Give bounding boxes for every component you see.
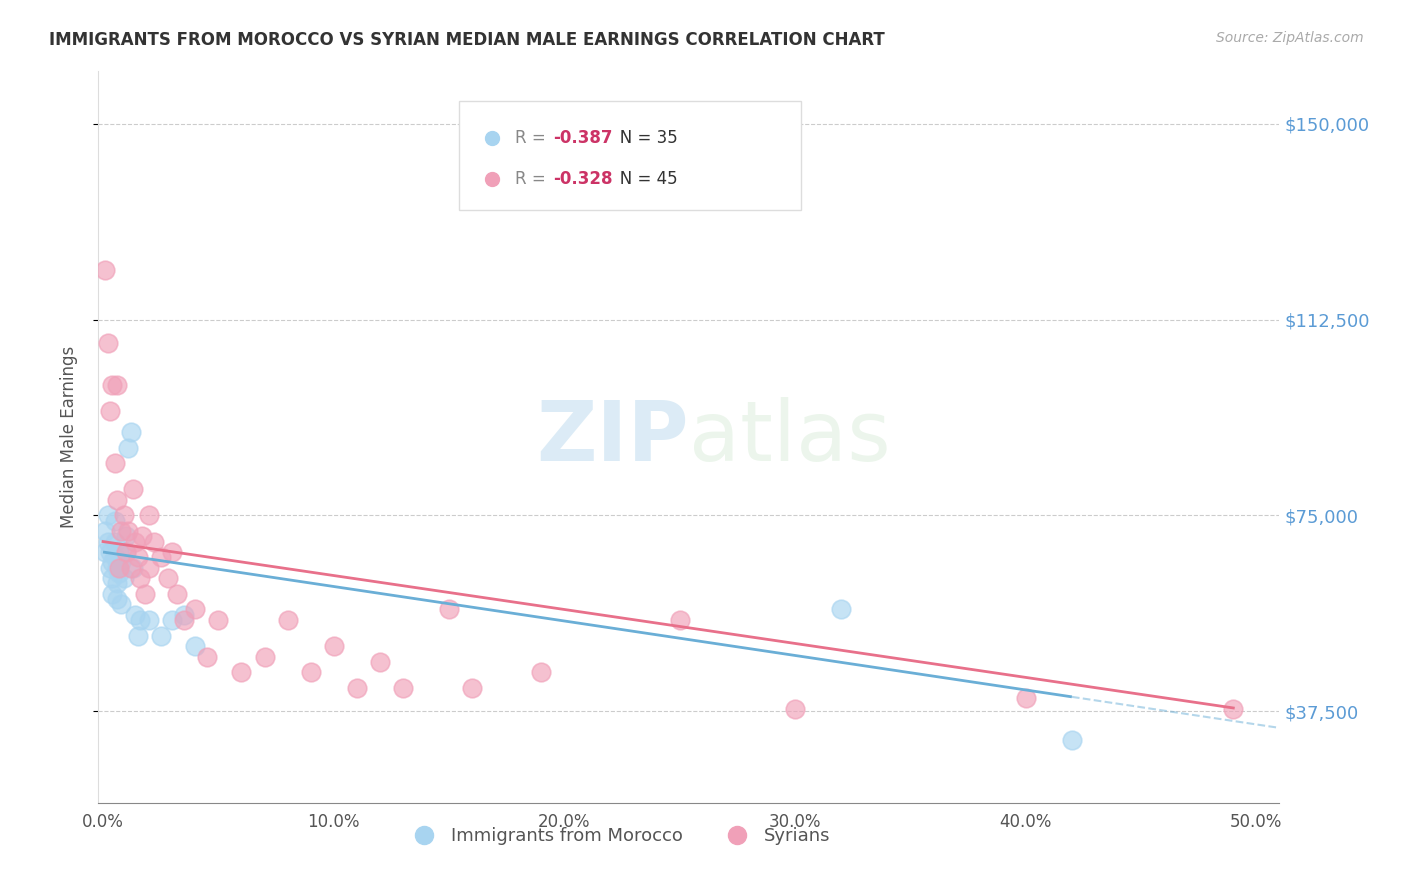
Text: N = 45: N = 45 bbox=[605, 170, 678, 188]
Point bbox=[134, 587, 156, 601]
Point bbox=[105, 377, 128, 392]
Point bbox=[105, 592, 128, 607]
Point bbox=[277, 613, 299, 627]
Point bbox=[173, 607, 195, 622]
Point bbox=[184, 639, 207, 653]
Point bbox=[1015, 691, 1038, 706]
Point bbox=[127, 550, 149, 565]
Point bbox=[120, 560, 142, 574]
Point bbox=[101, 571, 124, 585]
Y-axis label: Median Male Earnings: Median Male Earnings bbox=[59, 346, 77, 528]
Point bbox=[149, 550, 172, 565]
Point bbox=[98, 545, 121, 559]
Text: IMMIGRANTS FROM MOROCCO VS SYRIAN MEDIAN MALE EARNINGS CORRELATION CHART: IMMIGRANTS FROM MOROCCO VS SYRIAN MEDIAN… bbox=[49, 31, 884, 49]
Point bbox=[94, 524, 117, 538]
Point bbox=[101, 587, 124, 601]
Point bbox=[105, 576, 128, 591]
Point bbox=[103, 514, 125, 528]
Point bbox=[530, 665, 553, 680]
Point bbox=[120, 425, 142, 439]
Point bbox=[1222, 702, 1244, 716]
Text: N = 35: N = 35 bbox=[605, 129, 678, 147]
Point bbox=[103, 534, 125, 549]
Point bbox=[115, 529, 138, 543]
Point bbox=[94, 545, 117, 559]
Point bbox=[253, 649, 276, 664]
Point bbox=[98, 560, 121, 574]
Point bbox=[392, 681, 415, 695]
Point bbox=[122, 483, 145, 497]
Point bbox=[231, 665, 253, 680]
Legend: Immigrants from Morocco, Syrians: Immigrants from Morocco, Syrians bbox=[398, 820, 838, 852]
Text: -0.387: -0.387 bbox=[553, 129, 613, 147]
Text: Source: ZipAtlas.com: Source: ZipAtlas.com bbox=[1216, 31, 1364, 45]
Point bbox=[101, 377, 124, 392]
Point bbox=[97, 534, 120, 549]
Point bbox=[122, 560, 145, 574]
Point bbox=[195, 649, 218, 664]
Point bbox=[110, 556, 132, 570]
Point bbox=[112, 508, 135, 523]
Point bbox=[115, 545, 138, 559]
Point bbox=[668, 613, 690, 627]
Point bbox=[166, 587, 188, 601]
Point bbox=[98, 404, 121, 418]
Point bbox=[94, 263, 117, 277]
Point bbox=[110, 524, 132, 538]
Point bbox=[184, 602, 207, 616]
Point bbox=[142, 534, 165, 549]
Text: R =: R = bbox=[516, 129, 551, 147]
Text: R =: R = bbox=[516, 170, 551, 188]
Point bbox=[103, 456, 125, 470]
Point bbox=[103, 550, 125, 565]
Point bbox=[127, 629, 149, 643]
Point bbox=[101, 556, 124, 570]
Point bbox=[162, 545, 183, 559]
Point bbox=[108, 545, 131, 559]
Point bbox=[461, 681, 484, 695]
Point bbox=[149, 629, 172, 643]
Point bbox=[173, 613, 195, 627]
Point bbox=[124, 607, 146, 622]
Point bbox=[207, 613, 229, 627]
Text: atlas: atlas bbox=[689, 397, 890, 477]
Point bbox=[97, 336, 120, 351]
Point bbox=[117, 524, 139, 538]
Point bbox=[783, 702, 806, 716]
Point bbox=[112, 571, 135, 585]
Point bbox=[105, 492, 128, 507]
Point bbox=[115, 545, 138, 559]
Point bbox=[437, 602, 460, 616]
Point bbox=[162, 613, 183, 627]
Point bbox=[322, 639, 344, 653]
Point bbox=[131, 529, 153, 543]
Point bbox=[124, 534, 146, 549]
Point bbox=[346, 681, 368, 695]
Point bbox=[108, 566, 131, 580]
Text: ZIP: ZIP bbox=[537, 397, 689, 477]
Point bbox=[97, 508, 120, 523]
Point bbox=[156, 571, 179, 585]
Point bbox=[830, 602, 852, 616]
Point bbox=[299, 665, 322, 680]
Point bbox=[129, 613, 152, 627]
Point bbox=[117, 441, 139, 455]
Point bbox=[108, 560, 131, 574]
Point bbox=[138, 560, 160, 574]
Point bbox=[105, 560, 128, 574]
Point bbox=[138, 613, 160, 627]
Text: -0.328: -0.328 bbox=[553, 170, 613, 188]
Point bbox=[1060, 733, 1083, 747]
Point bbox=[110, 597, 132, 611]
Point bbox=[138, 508, 160, 523]
FancyBboxPatch shape bbox=[458, 101, 801, 211]
Point bbox=[368, 655, 391, 669]
Point bbox=[129, 571, 152, 585]
